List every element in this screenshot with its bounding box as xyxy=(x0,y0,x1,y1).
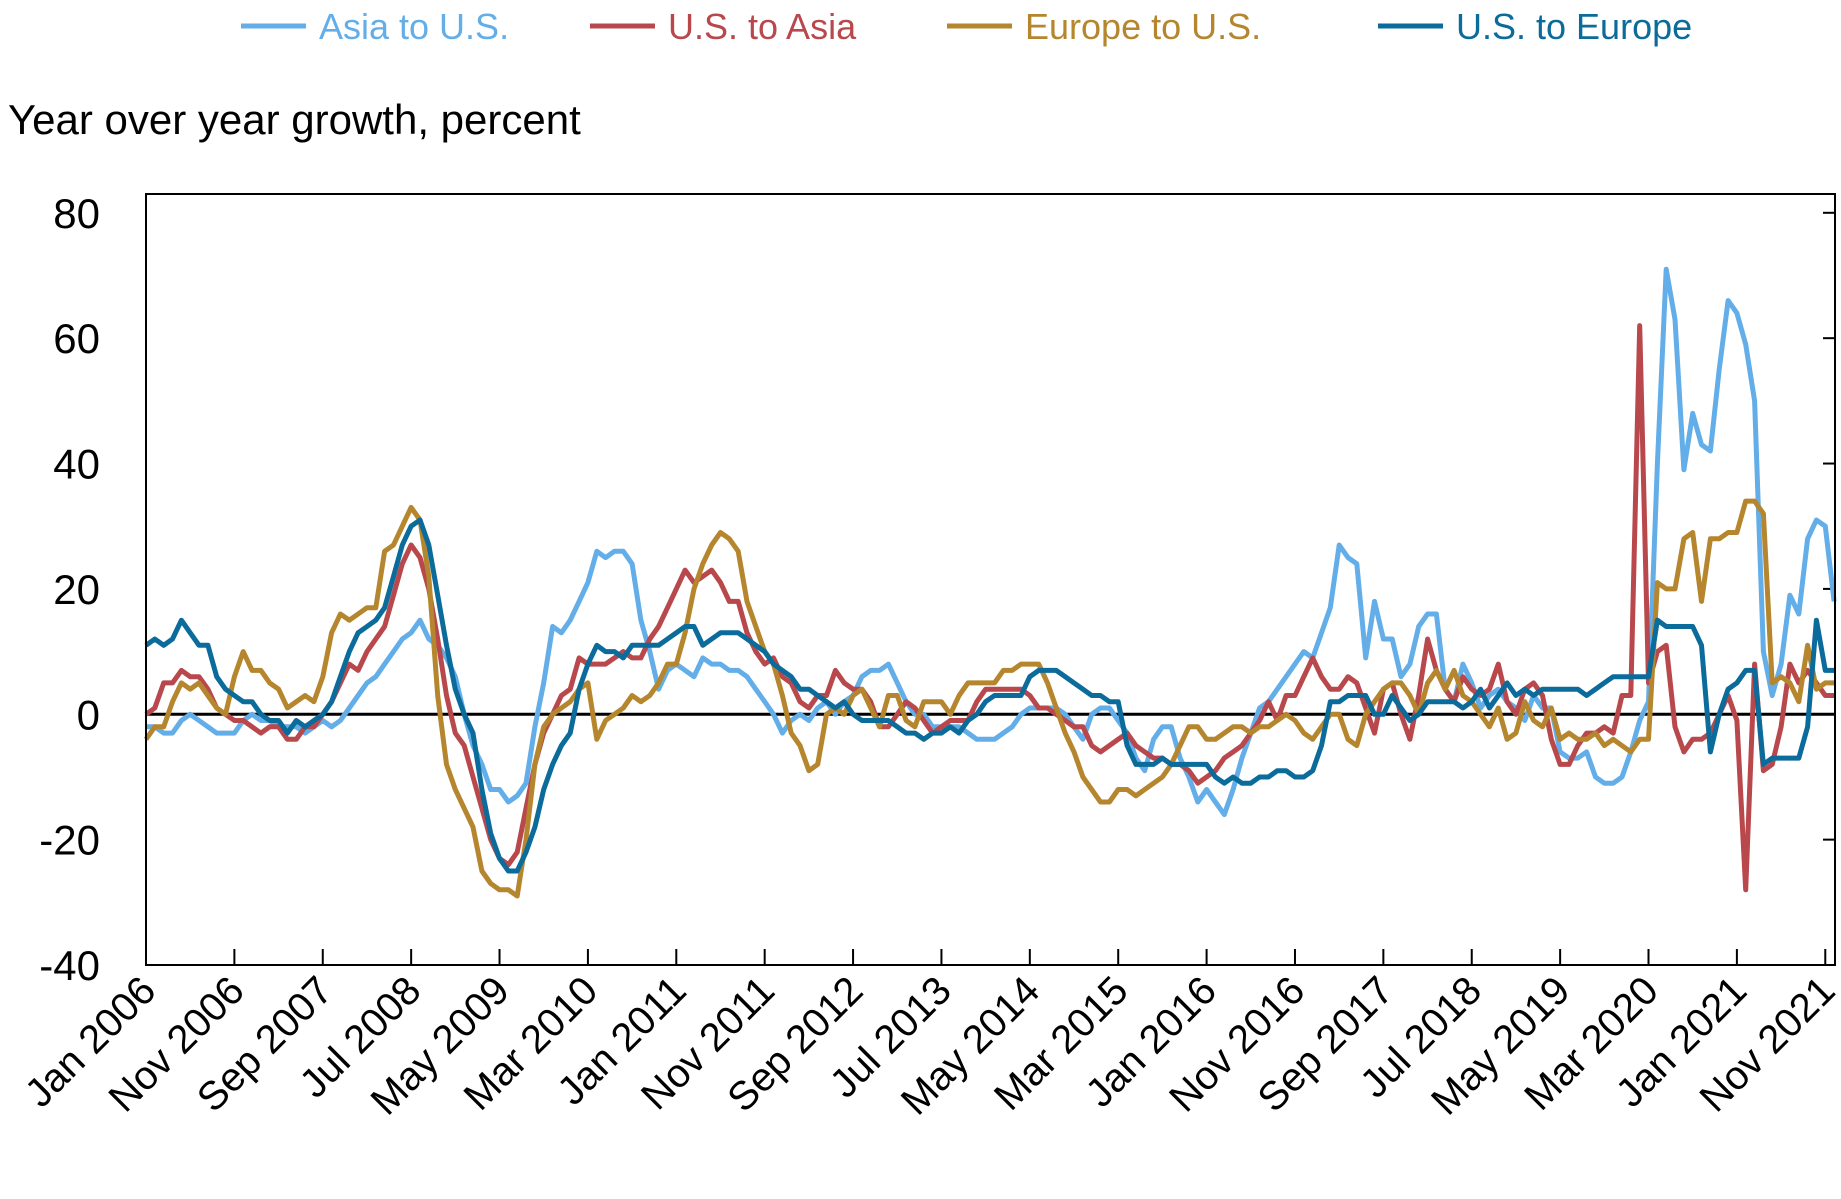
plot-frame xyxy=(145,193,1836,966)
y-tick-label: -40 xyxy=(39,942,100,989)
legend-item: U.S. to Asia xyxy=(590,6,857,47)
y-tick-label: 80 xyxy=(53,190,100,237)
legend-label: U.S. to Europe xyxy=(1456,6,1692,47)
y-axis: 80 60 40 20 0 -20 -40 xyxy=(39,190,1835,989)
y-tick-label: 0 xyxy=(77,691,100,738)
y-tick-label: 20 xyxy=(53,566,100,613)
legend-label: U.S. to Asia xyxy=(668,6,857,47)
legend-item: U.S. to Europe xyxy=(1378,6,1692,47)
y-tick-label: 40 xyxy=(53,441,100,488)
legend-item: Europe to U.S. xyxy=(947,6,1261,47)
legend: Asia to U.S. U.S. to Asia Europe to U.S. U.… xyxy=(241,6,1692,47)
legend-label: Asia to U.S. xyxy=(319,6,509,47)
series-line-u-s-to-europe xyxy=(144,517,1835,874)
y-tick-label: -20 xyxy=(39,817,100,864)
series-line-asia-to-u-s xyxy=(146,266,1837,818)
plot-area xyxy=(143,193,1837,966)
y-axis-label: Year over year growth, percent xyxy=(8,96,581,143)
series-line-europe-to-u-s xyxy=(143,498,1835,899)
y-tick-label: 60 xyxy=(53,315,100,362)
legend-label: Europe to U.S. xyxy=(1025,6,1261,47)
series-line-u-s-to-asia xyxy=(144,323,1835,893)
legend-item: Asia to U.S. xyxy=(241,6,509,47)
